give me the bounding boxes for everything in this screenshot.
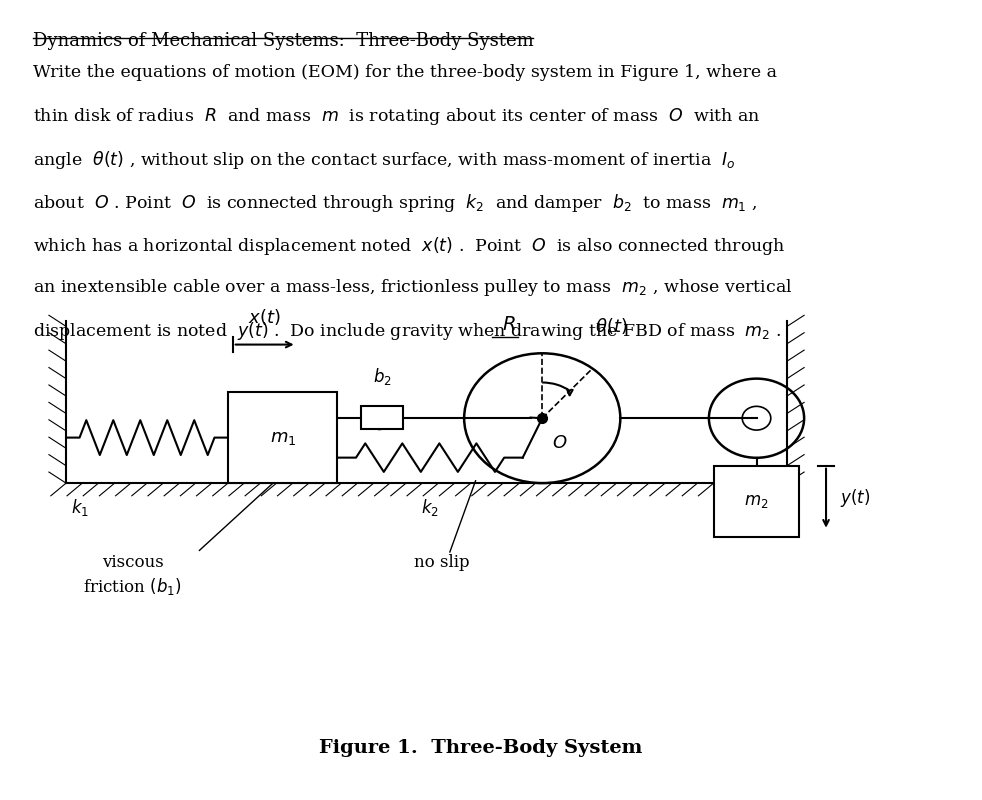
Text: about  $O$ . Point  $O$  is connected through spring  $k_2$  and damper  $b_2$  : about $O$ . Point $O$ is connected throu… bbox=[32, 192, 757, 214]
Bar bbox=[361, 406, 404, 429]
Text: displacement is noted  $y(t)$ .  Do include gravity when drawing the FBD of mass: displacement is noted $y(t)$ . Do includ… bbox=[32, 320, 782, 342]
Text: which has a horizontal displacement noted  $x(t)$ .  Point  $O$  is also connect: which has a horizontal displacement note… bbox=[32, 234, 786, 257]
Bar bbox=[228, 392, 338, 483]
Text: Dynamics of Mechanical Systems:  Three-Body System: Dynamics of Mechanical Systems: Three-Bo… bbox=[32, 32, 533, 50]
Text: Write the equations of motion (EOM) for the three-body system in Figure 1, where: Write the equations of motion (EOM) for … bbox=[32, 63, 777, 81]
Text: $x(t)$: $x(t)$ bbox=[248, 307, 281, 327]
Text: $R$: $R$ bbox=[502, 315, 516, 334]
Text: $m_1$: $m_1$ bbox=[269, 429, 296, 446]
Text: no slip: no slip bbox=[414, 554, 470, 571]
Text: $m_2$: $m_2$ bbox=[744, 493, 769, 510]
Text: $y(t)$: $y(t)$ bbox=[841, 487, 871, 509]
Text: $b_2$: $b_2$ bbox=[373, 366, 392, 387]
Text: Figure 1.  Three-Body System: Figure 1. Three-Body System bbox=[318, 739, 642, 758]
Text: $k_1$: $k_1$ bbox=[71, 498, 88, 518]
Text: thin disk of radius  $R$  and mass  $m$  is rotating about its center of mass  $: thin disk of radius $R$ and mass $m$ is … bbox=[32, 106, 760, 127]
Text: an inextensible cable over a mass-less, frictionless pulley to mass  $m_2$ , who: an inextensible cable over a mass-less, … bbox=[32, 278, 792, 298]
Text: friction $(b_1)$: friction $(b_1)$ bbox=[83, 576, 182, 597]
Text: viscous: viscous bbox=[102, 554, 164, 571]
Bar bbox=[714, 466, 799, 537]
Text: $\theta(t)$: $\theta(t)$ bbox=[595, 316, 627, 336]
Text: $k_2$: $k_2$ bbox=[420, 498, 438, 518]
Text: angle  $\theta(t)$ , without slip on the contact surface, with mass-moment of in: angle $\theta(t)$ , without slip on the … bbox=[32, 149, 736, 171]
Text: $O$: $O$ bbox=[552, 434, 568, 452]
